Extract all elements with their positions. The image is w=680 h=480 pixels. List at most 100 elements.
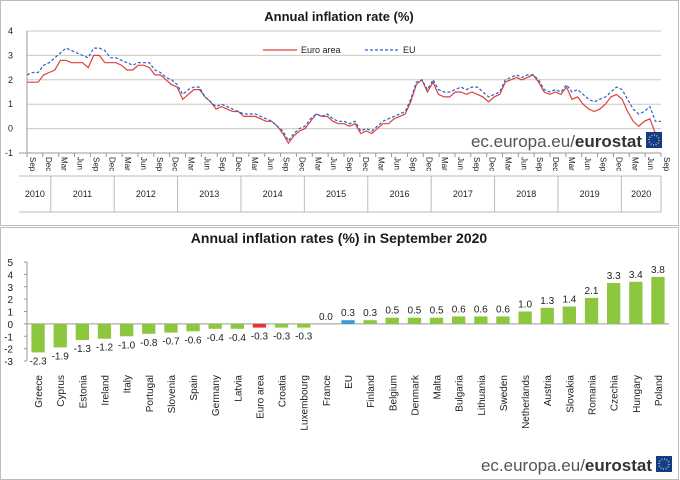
year-label: 2018 [516,189,536,199]
bar-ireland [97,323,112,339]
month-label: Dec [107,157,116,171]
line-chart-series [26,47,662,145]
bar-italy [120,323,134,337]
value-label: -0.6 [184,335,202,346]
category-label: Italy [123,375,134,393]
value-label: 3.3 [607,271,621,282]
value-label: -1.2 [96,343,114,354]
line-chart-legend: Euro area EU [263,45,416,55]
year-label: 2017 [453,189,473,199]
month-label: Dec [488,157,497,171]
brand-text-bottom: ec.europa.eu/eurostat [481,456,652,475]
bar-spain [186,323,200,332]
category-label: Czechia [610,375,621,412]
bar-austria [540,307,554,324]
category-label: Poland [654,375,665,406]
value-label: -0.4 [207,333,225,344]
value-label: -0.4 [229,333,247,344]
year-label: 2019 [580,189,600,199]
value-label: -0.3 [295,332,313,343]
series-euro-area-line [27,54,662,145]
value-label: -0.7 [162,337,180,348]
value-label: 3.4 [629,270,643,281]
bar-chart-panel: Annual inflation rates (%) in September … [0,227,679,480]
value-label: 0.3 [341,308,355,319]
category-label: EU [344,375,355,389]
month-label: Sep [345,157,354,172]
month-label: Mar [250,157,259,171]
category-label: Luxembourg [300,375,311,431]
line-chart-y-ticks: -1 0 1 2 3 4 [5,26,13,158]
year-label: 2013 [199,189,219,199]
year-label: 2020 [631,189,651,199]
y-tick-label: 3 [8,50,13,60]
category-label: Estonia [78,375,89,409]
y-tick-label: 1 [8,99,13,109]
eu-stars-icon [648,134,660,146]
month-label: Mar [313,157,322,171]
y-tick-label: 5 [7,258,13,269]
category-label: Slovakia [565,375,576,413]
value-label: 1.0 [518,300,532,311]
category-label: France [322,375,333,407]
month-label: Mar [187,157,196,171]
value-label: -0.8 [140,338,158,349]
month-label: Sep [535,157,544,172]
bar-chart-bars [31,276,665,353]
category-label: Portugal [145,375,156,412]
bar-germany [208,323,222,329]
value-label: 0.5 [385,306,399,317]
month-label: Jun [583,157,592,170]
bar-greece [31,323,45,353]
y-tick-label: 0 [7,320,13,331]
month-label: Dec [424,157,433,171]
month-label: Jun [519,157,528,170]
line-chart-x-axis: Sep Dec Mar Jun Sep Dec Mar Jun Sep Dec Mar Jun Sep D… [19,152,671,213]
month-label: Mar [377,157,386,171]
month-label: Dec [171,157,180,171]
value-label: 0.3 [363,308,377,319]
bar-luxembourg [297,323,311,328]
brand-text-top: ec.europa.eu/eurostat [471,132,642,151]
bar-euro-area [252,323,267,328]
y-tick-label: -1 [5,148,13,158]
category-label: Malta [433,375,444,400]
month-label: Dec [234,157,243,171]
month-label: Sep [282,157,291,172]
value-label: 0.6 [496,304,510,315]
eurostat-brand-top: ec.europa.eu/eurostat [471,132,662,151]
bar-malta [429,317,444,324]
month-label: Mar [630,157,639,171]
month-label: Jun [202,157,211,170]
year-label: 2010 [25,189,45,199]
bar-portugal [142,323,156,334]
y-tick-label: -1 [4,332,13,343]
value-label: -1.0 [118,340,136,351]
month-label: Dec [44,157,53,171]
bar-slovenia [164,323,178,333]
bar-chart-title: Annual inflation rates (%) in September … [191,230,488,246]
year-label: 2012 [136,189,156,199]
category-label: Bulgaria [455,375,466,412]
bar-sweden [496,316,510,324]
year-label: 2011 [73,189,92,199]
month-label: Dec [297,157,306,171]
year-label: 2016 [389,189,409,199]
month-label: Jun [393,157,402,170]
eurostat-brand-bottom: ec.europa.eu/eurostat [481,456,672,475]
bar-belgium [385,317,399,324]
month-label: Jun [76,157,85,170]
month-label: Dec [614,157,623,171]
month-label: Sep [28,157,37,172]
category-label: Ireland [101,375,112,406]
category-label: Sweden [499,375,510,411]
month-label: Mar [123,157,132,171]
line-chart: Annual inflation rate (%) -1 0 1 2 3 4 Sep Dec… [5,9,671,213]
month-label: Jun [266,157,275,170]
category-label: Belgium [388,375,399,411]
bar-czechia [607,283,621,324]
y-tick-label: 0 [8,124,13,134]
value-label: -0.3 [273,332,291,343]
year-label: 2015 [326,189,346,199]
value-label: -0.3 [251,332,269,343]
